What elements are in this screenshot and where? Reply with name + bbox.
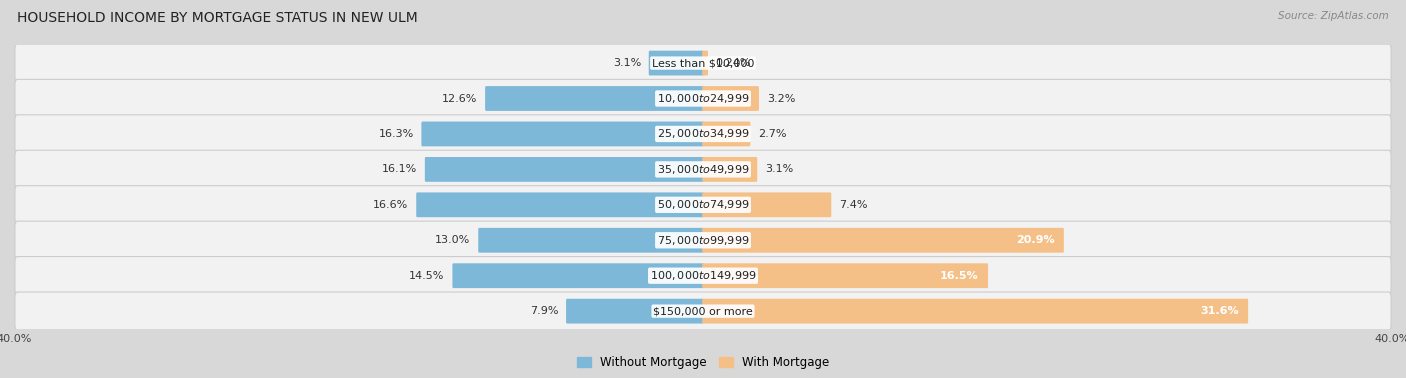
Text: 12.6%: 12.6% xyxy=(441,93,478,104)
FancyBboxPatch shape xyxy=(648,51,704,76)
FancyBboxPatch shape xyxy=(478,228,704,253)
FancyBboxPatch shape xyxy=(422,122,704,146)
FancyBboxPatch shape xyxy=(416,192,704,217)
FancyBboxPatch shape xyxy=(15,44,1391,82)
FancyBboxPatch shape xyxy=(702,228,1064,253)
FancyBboxPatch shape xyxy=(702,299,1249,324)
FancyBboxPatch shape xyxy=(425,157,704,182)
Text: $35,000 to $49,999: $35,000 to $49,999 xyxy=(657,163,749,176)
FancyBboxPatch shape xyxy=(702,51,709,76)
FancyBboxPatch shape xyxy=(702,192,831,217)
Text: 14.5%: 14.5% xyxy=(409,271,444,281)
FancyBboxPatch shape xyxy=(702,122,751,146)
FancyBboxPatch shape xyxy=(15,186,1391,224)
FancyBboxPatch shape xyxy=(567,299,704,324)
FancyBboxPatch shape xyxy=(15,150,1391,189)
FancyBboxPatch shape xyxy=(702,157,758,182)
Legend: Without Mortgage, With Mortgage: Without Mortgage, With Mortgage xyxy=(572,352,834,374)
Text: 31.6%: 31.6% xyxy=(1201,306,1239,316)
Text: 3.2%: 3.2% xyxy=(766,93,796,104)
FancyBboxPatch shape xyxy=(15,79,1391,118)
FancyBboxPatch shape xyxy=(15,115,1391,153)
Text: Source: ZipAtlas.com: Source: ZipAtlas.com xyxy=(1278,11,1389,21)
Text: 13.0%: 13.0% xyxy=(436,235,471,245)
FancyBboxPatch shape xyxy=(15,257,1391,295)
Text: $100,000 to $149,999: $100,000 to $149,999 xyxy=(650,269,756,282)
Text: 3.1%: 3.1% xyxy=(765,164,793,174)
Text: 0.24%: 0.24% xyxy=(716,58,751,68)
FancyBboxPatch shape xyxy=(453,263,704,288)
Text: 16.1%: 16.1% xyxy=(382,164,418,174)
Text: 2.7%: 2.7% xyxy=(758,129,786,139)
Text: 7.9%: 7.9% xyxy=(530,306,558,316)
Text: 20.9%: 20.9% xyxy=(1015,235,1054,245)
Text: $75,000 to $99,999: $75,000 to $99,999 xyxy=(657,234,749,247)
Text: HOUSEHOLD INCOME BY MORTGAGE STATUS IN NEW ULM: HOUSEHOLD INCOME BY MORTGAGE STATUS IN N… xyxy=(17,11,418,25)
Text: 7.4%: 7.4% xyxy=(839,200,868,210)
Text: Less than $10,000: Less than $10,000 xyxy=(652,58,754,68)
Text: $25,000 to $34,999: $25,000 to $34,999 xyxy=(657,127,749,141)
FancyBboxPatch shape xyxy=(702,86,759,111)
FancyBboxPatch shape xyxy=(15,292,1391,330)
FancyBboxPatch shape xyxy=(15,221,1391,259)
Text: $150,000 or more: $150,000 or more xyxy=(654,306,752,316)
Text: 16.6%: 16.6% xyxy=(373,200,409,210)
FancyBboxPatch shape xyxy=(702,263,988,288)
Text: 16.3%: 16.3% xyxy=(378,129,413,139)
FancyBboxPatch shape xyxy=(485,86,704,111)
Text: 3.1%: 3.1% xyxy=(613,58,641,68)
Text: $50,000 to $74,999: $50,000 to $74,999 xyxy=(657,198,749,211)
Text: $10,000 to $24,999: $10,000 to $24,999 xyxy=(657,92,749,105)
Text: 16.5%: 16.5% xyxy=(941,271,979,281)
